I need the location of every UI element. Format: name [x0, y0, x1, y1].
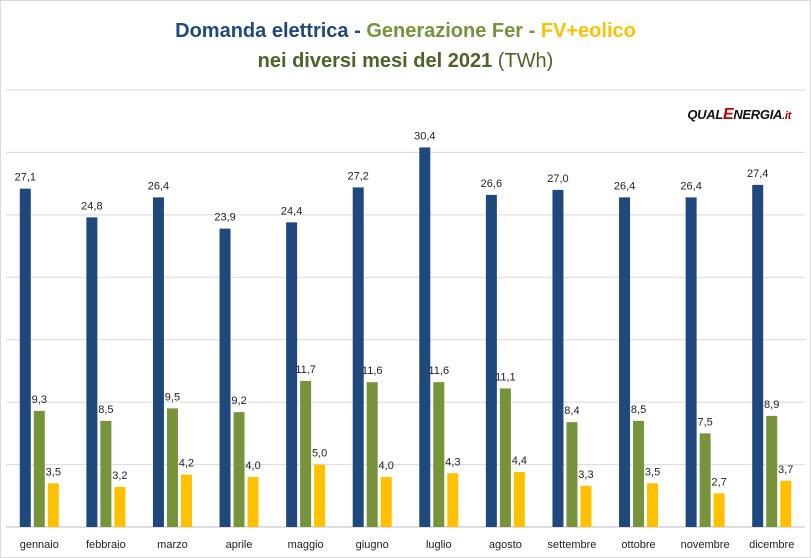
logo-part-it: .it	[782, 110, 791, 122]
bar-fer	[633, 420, 645, 527]
data-label-fv: 5,0	[312, 448, 327, 460]
logo-part-qual: QUAL	[687, 107, 723, 122]
bar-fv	[447, 473, 459, 527]
category-label: ottobre	[621, 539, 655, 551]
bar-fv	[247, 477, 259, 527]
bar-fv	[580, 485, 592, 527]
data-label-fv: 4,4	[512, 455, 527, 467]
bar-domanda	[86, 217, 98, 527]
title-domanda: Domanda elettrica	[175, 20, 349, 42]
logo-part-nergia: NERGIA	[733, 107, 783, 122]
bar-fv	[647, 483, 659, 527]
data-label-fer: 7,5	[697, 416, 712, 428]
category-label: novembre	[681, 539, 730, 551]
category-label: settembre	[547, 539, 596, 551]
bar-fv	[713, 493, 725, 527]
data-label-domanda: 24,4	[281, 205, 302, 217]
title-separator: -	[348, 20, 367, 42]
bar-fer	[366, 382, 378, 527]
data-label-fv: 3,2	[112, 470, 127, 482]
bar-fv	[114, 487, 126, 527]
chart-subtitle: nei diversi mesi del 2021 (TWh)	[0, 50, 811, 73]
bar-fv	[180, 474, 192, 527]
data-label-domanda: 27,4	[747, 168, 768, 180]
category-label: aprile	[226, 539, 253, 551]
data-label-fv: 3,7	[778, 464, 793, 476]
data-label-domanda: 26,6	[481, 178, 502, 190]
data-label-domanda: 27,0	[547, 173, 568, 185]
bar-fv	[780, 480, 792, 527]
data-label-fer: 9,3	[32, 394, 47, 406]
data-label-domanda: 26,4	[148, 180, 169, 192]
title-separator: -	[523, 20, 541, 42]
bar-domanda	[19, 188, 31, 527]
data-label-domanda: 23,9	[214, 212, 235, 224]
subtitle-unit: (TWh)	[497, 50, 554, 72]
data-label-fv: 3,3	[578, 469, 593, 481]
data-label-domanda: 26,4	[614, 180, 635, 192]
title-fer: Generazione Fer	[366, 20, 524, 42]
bar-domanda	[219, 228, 231, 527]
bar-fer	[300, 380, 312, 527]
data-label-domanda: 30,4	[414, 130, 435, 142]
bar-fer	[433, 382, 445, 527]
bar-domanda	[752, 184, 764, 528]
category-label: dicembre	[749, 539, 794, 551]
bar-domanda	[619, 197, 631, 527]
data-label-fer: 11,6	[362, 365, 383, 377]
bar-domanda	[419, 147, 431, 528]
data-label-fv: 3,5	[645, 466, 660, 478]
data-label-fer: 11,1	[495, 371, 516, 383]
data-label-fer: 9,5	[165, 391, 180, 403]
bar-fer	[233, 412, 245, 527]
bar-domanda	[552, 189, 564, 527]
data-label-fv: 3,5	[46, 466, 61, 478]
bar-fer	[33, 410, 45, 527]
bar-domanda	[152, 197, 164, 527]
category-label: maggio	[288, 539, 324, 551]
data-label-fer: 8,9	[764, 399, 779, 411]
logo-part-e: E	[722, 106, 734, 123]
chart-title: Domanda elettrica - Generazione Fer - FV…	[0, 20, 811, 43]
bar-fer	[499, 388, 511, 527]
data-label-fv: 4,2	[179, 458, 194, 470]
category-label: febbraio	[86, 539, 126, 551]
bar-fer	[766, 415, 778, 527]
bar-fer	[100, 420, 112, 527]
data-label-fv: 4,3	[445, 456, 460, 468]
bar-fer	[166, 408, 178, 527]
bar-fer	[699, 433, 711, 527]
data-label-fer: 8,4	[564, 405, 579, 417]
data-label-domanda: 24,8	[81, 200, 102, 212]
bar-domanda	[685, 197, 697, 527]
category-label: agosto	[489, 539, 522, 551]
bar-fv	[314, 464, 326, 527]
data-label-fv: 4,0	[245, 460, 260, 472]
title-fv: FV+eolico	[540, 20, 636, 42]
bar-fv	[380, 477, 392, 527]
data-label-fv: 4,0	[379, 460, 394, 472]
data-label-fer: 11,7	[295, 364, 316, 376]
data-label-domanda: 26,4	[680, 180, 701, 192]
data-label-domanda: 27,2	[347, 170, 368, 182]
data-label-fer: 11,6	[428, 365, 449, 377]
qualenergia-logo: QUALENERGIA.it	[687, 106, 791, 124]
data-label-fv: 2,7	[711, 476, 726, 488]
category-label: giugno	[356, 539, 389, 551]
category-label: marzo	[157, 539, 188, 551]
data-label-fer: 8,5	[631, 404, 646, 416]
bar-fv	[513, 472, 525, 527]
subtitle-text: nei diversi mesi del 2021	[257, 50, 493, 72]
bar-domanda	[485, 194, 497, 527]
data-label-domanda: 27,1	[15, 172, 36, 184]
category-label: luglio	[426, 539, 452, 551]
category-label: gennaio	[20, 539, 59, 551]
data-label-fer: 8,5	[98, 404, 113, 416]
bar-domanda	[286, 222, 298, 527]
bar-fer	[566, 422, 578, 527]
bar-fv	[47, 483, 59, 527]
bar-domanda	[352, 187, 364, 528]
data-label-fer: 9,2	[231, 395, 246, 407]
